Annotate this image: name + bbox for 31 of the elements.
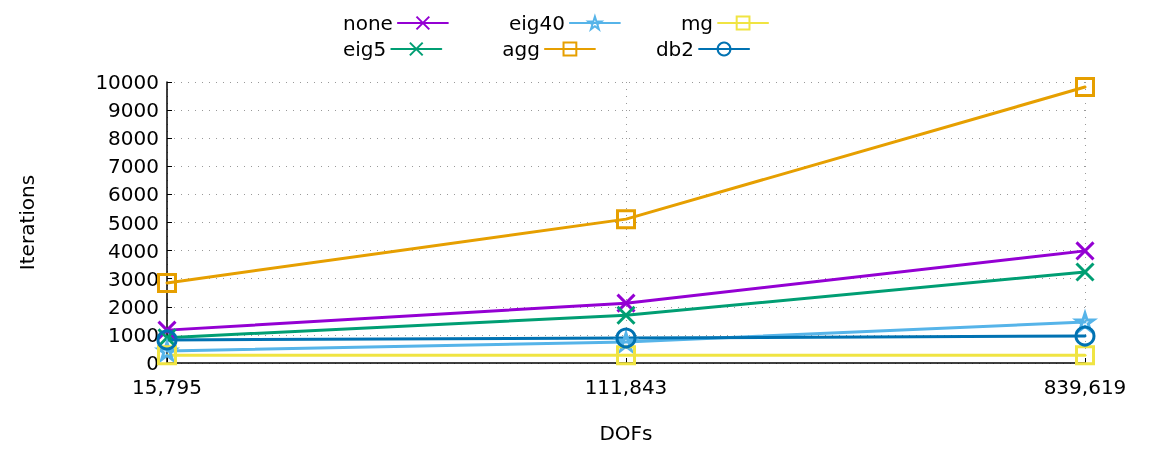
legend-label: db2 xyxy=(655,37,695,61)
point xyxy=(615,327,637,349)
legend-label: eig5 xyxy=(343,37,387,61)
y-tick-label: 4000 xyxy=(108,238,159,263)
point xyxy=(1075,261,1095,282)
x-tick-label: 839,619 xyxy=(1043,375,1127,399)
legend-label: none xyxy=(342,11,393,35)
y-tick-label: 3000 xyxy=(108,266,159,291)
x-axis-title: DOFs xyxy=(599,421,653,445)
y-tick-label: 8000 xyxy=(108,126,159,151)
point xyxy=(1074,325,1096,347)
legend-label: eig40 xyxy=(508,11,565,35)
point xyxy=(1075,77,1095,98)
y-tick-label: 10000 xyxy=(95,70,159,94)
point xyxy=(1075,345,1095,366)
legend-label: mg xyxy=(680,11,714,35)
point xyxy=(616,305,636,326)
y-tick-label: 0 xyxy=(146,351,159,375)
point xyxy=(157,272,177,293)
legend-label: agg xyxy=(502,37,540,61)
y-tick-label: 5000 xyxy=(108,210,159,235)
x-tick-label: 111,843 xyxy=(584,375,668,399)
point xyxy=(1075,240,1095,261)
y-tick-label: 9000 xyxy=(108,98,159,123)
y-tick-label: 6000 xyxy=(108,182,159,207)
y-tick-label: 2000 xyxy=(108,294,159,319)
y-tick-label: 1000 xyxy=(108,322,159,347)
x-tick-label: 15,795 xyxy=(132,375,202,399)
y-axis-title: Iterations xyxy=(15,174,39,271)
point xyxy=(616,209,636,230)
y-tick-label: 7000 xyxy=(108,154,159,179)
